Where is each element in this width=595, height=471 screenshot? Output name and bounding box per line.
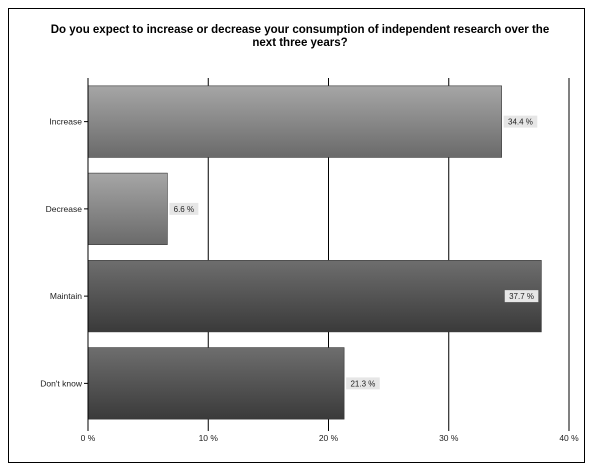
- bars: [87, 85, 542, 420]
- chart-title: Do you expect to increase or decrease yo…: [50, 24, 550, 49]
- x-tick-label: 0 %: [81, 433, 96, 443]
- bar-don-t-know: [87, 347, 345, 420]
- category-label: Decrease: [46, 204, 83, 214]
- data-label-box: [169, 202, 199, 215]
- labels: 0 % 10 % 20 % 30 % 40 % Increase 34.4 % Decreas…: [40, 115, 579, 443]
- data-label-box: [346, 377, 380, 390]
- data-label-box: [504, 290, 539, 303]
- bar-decrease: [87, 172, 168, 245]
- data-label: 6.6 %: [174, 205, 194, 214]
- data-label-box: [503, 115, 538, 128]
- data-label: 34.4 %: [508, 118, 533, 127]
- bar-increase: [87, 85, 502, 158]
- x-tick-label: 40 %: [559, 433, 579, 443]
- data-label: 37.7 %: [509, 292, 534, 301]
- bar-maintain: [87, 260, 542, 333]
- data-label: 21.3 %: [350, 379, 375, 388]
- x-tick-label: 10 %: [199, 433, 219, 443]
- x-tick-label: 30 %: [439, 433, 459, 443]
- category-label: Increase: [49, 117, 82, 127]
- axes: [84, 78, 570, 431]
- category-label: Don't know: [40, 378, 83, 388]
- x-tick-label: 20 %: [319, 433, 339, 443]
- category-label: Maintain: [50, 291, 82, 301]
